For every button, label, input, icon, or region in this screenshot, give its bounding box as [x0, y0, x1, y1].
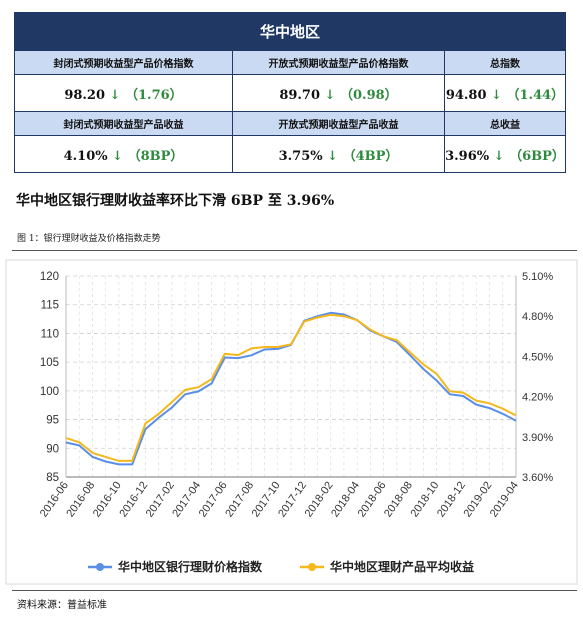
figure-caption: 图 1：银行理财收益及价格指数走势	[17, 234, 161, 244]
label-closed-index: 封闭式预期收益型产品价格指数	[14, 50, 233, 75]
closed-index-change: （1.76）	[125, 87, 183, 103]
legend-marker-avg-yield	[308, 563, 316, 571]
chart-frame	[5, 259, 578, 585]
y-left-tick-label: 100	[40, 386, 59, 398]
total-index-change: （1.44）	[506, 87, 565, 103]
y-left-tick-label: 120	[40, 271, 59, 283]
label-open-index: 开放式预期收益型产品价格指数	[232, 50, 445, 75]
open-yield-value: 3.75%	[278, 148, 323, 164]
value-closed-yield: 4.10% ↓ （8BP）	[14, 135, 233, 173]
bottom-rule	[12, 590, 577, 591]
total-yield-value: 3.96%	[445, 148, 490, 164]
legend-label-avg-yield: 华中地区理财产品平均收益	[330, 559, 474, 574]
total-index-value: 94.80	[445, 87, 487, 103]
value-total-index: 94.80 ↓ （1.44）	[444, 74, 566, 112]
total-yield-change: （6BP）	[509, 148, 565, 164]
down-arrow-icon: ↓	[109, 87, 121, 103]
y-right-tick-label: 3.60%	[522, 472, 553, 484]
series-line-1	[65, 313, 517, 462]
table-title: 华中地区	[14, 12, 566, 51]
open-index-change: （0.98）	[340, 87, 398, 103]
y-left-tick-label: 115	[41, 300, 59, 312]
top-rule	[12, 250, 577, 251]
value-open-index: 89.70 ↓ （0.98）	[232, 74, 445, 112]
y-right-tick-label: 4.50%	[522, 351, 553, 363]
y-right-tick-label: 3.90%	[522, 432, 553, 444]
y-left-tick-label: 105	[40, 357, 59, 369]
y-left-tick-label: 95	[46, 415, 59, 427]
summary-table: 华中地区 封闭式预期收益型产品价格指数 开放式预期收益型产品价格指数 总指数 9…	[14, 12, 566, 173]
chart-legend: 华中地区银行理财价格指数 华中地区理财产品平均收益	[88, 559, 474, 574]
value-open-yield: 3.75% ↓ （4BP）	[232, 135, 445, 173]
y-left-tick-label: 90	[46, 443, 59, 455]
y-right-tick-label: 5.10%	[522, 271, 553, 283]
chart-grid	[65, 275, 517, 478]
down-arrow-icon: ↓	[493, 148, 505, 164]
open-index-value: 89.70	[279, 87, 321, 103]
y-left-tick-label: 110	[41, 328, 59, 340]
legend-label-price-index: 华中地区银行理财价格指数	[118, 559, 263, 574]
down-arrow-icon: ↓	[327, 148, 339, 164]
down-arrow-icon: ↓	[324, 87, 336, 103]
closed-yield-change: （8BP）	[127, 148, 184, 164]
down-arrow-icon: ↓	[491, 87, 502, 103]
chart-series	[65, 311, 517, 466]
down-arrow-icon: ↓	[112, 148, 124, 164]
label-total-yield: 总收益	[444, 111, 566, 136]
line-chart: 85 90 95 100 105 110 115 120 3.60% 3.90% 4.20% 4.50…	[5, 259, 578, 585]
label-open-yield: 开放式预期收益型产品收益	[232, 111, 445, 136]
value-total-yield: 3.96% ↓ （6BP）	[444, 135, 566, 173]
y-right-tick-label: 4.80%	[522, 311, 553, 323]
legend-marker-price-index	[96, 563, 104, 571]
source-note: 资料来源：普益标准	[17, 600, 107, 611]
label-closed-yield: 封闭式预期收益型产品收益	[14, 111, 233, 136]
y-right-tick-label: 4.20%	[522, 392, 553, 404]
label-total-index: 总指数	[444, 50, 566, 75]
open-yield-change: （4BP）	[342, 148, 399, 164]
value-closed-index: 98.20 ↓ （1.76）	[14, 74, 233, 112]
closed-index-value: 98.20	[64, 87, 106, 103]
y-left-tick-label: 85	[46, 472, 59, 484]
closed-yield-value: 4.10%	[63, 148, 108, 164]
headline: 华中地区银行理财收益率环比下滑 6BP 至 3.96%	[16, 193, 335, 209]
